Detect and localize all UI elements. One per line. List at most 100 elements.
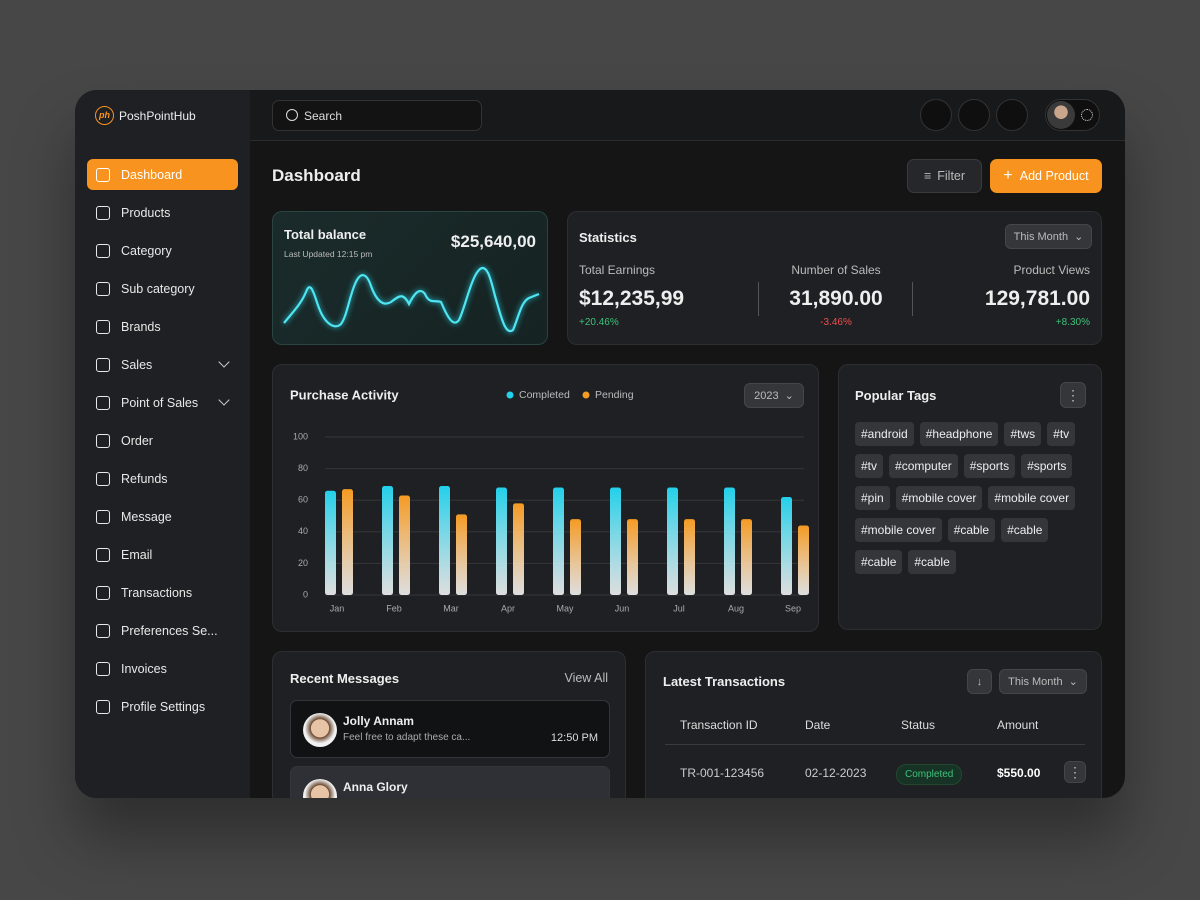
mail-button[interactable] [996,99,1028,131]
tag[interactable]: #sports [963,454,1016,478]
nav-label: Message [121,509,172,524]
tag[interactable]: #mobile cover [895,486,983,510]
bar [553,487,564,595]
nav-label: Preferences Se... [121,623,218,638]
theme-button[interactable] [920,99,952,131]
stat-change: +8.30% [1055,317,1090,328]
bar [798,525,809,595]
table-cell: Completed [896,764,963,785]
y-tick-label: 100 [293,431,308,441]
nav-icon [96,319,110,334]
bar [724,487,735,595]
nav-label: Profile Settings [121,699,206,714]
nav-item[interactable]: Invoices [87,653,238,684]
notification-button[interactable] [958,99,990,131]
nav-item[interactable]: Refunds [87,463,238,494]
nav-item[interactable]: Category [87,235,238,266]
messages-title: Recent Messages [290,671,400,686]
tag[interactable]: #android [855,422,914,446]
top-bar: Search [250,90,1125,141]
transactions-title: Latest Transactions [663,674,786,689]
tags-menu[interactable]: ⋮ [1060,382,1086,408]
add-product-button[interactable]: + Add Product [990,159,1102,193]
tag[interactable]: #cable [1001,518,1049,542]
tag[interactable]: #sports [1021,454,1073,478]
stat-item: Product Views 129,781.00 +8.30% [985,263,1090,328]
message-avatar [303,779,337,798]
bar [496,487,507,595]
nav-icon [96,243,110,258]
year-select[interactable]: 2023 ⌄ [744,383,804,408]
nav-label: Invoices [121,661,167,676]
x-tick-label: Feb [386,603,402,613]
table-cell: TR-001-123456 [680,766,765,780]
tag[interactable]: #tws [1004,422,1042,446]
view-all-link[interactable]: View All [564,671,608,685]
nav-label: Products [121,205,171,220]
nav-item[interactable]: Point of Sales [87,387,238,418]
bar [456,514,467,595]
message-name: Jolly Annam [343,714,414,728]
nav-item[interactable]: Message [87,501,238,532]
statistics-title: Statistics [579,230,637,245]
tag[interactable]: #cable [947,518,996,542]
transactions-period[interactable]: This Month ⌄ [999,669,1087,694]
nav-item[interactable]: Products [87,197,238,228]
nav-item[interactable]: Profile Settings [87,691,238,722]
tag[interactable]: #computer [889,454,958,478]
nav-icon [96,471,110,486]
download-button[interactable]: ↓ [967,669,992,694]
purchase-activity-card: Purchase Activity 0 20 40 60 80 100 Completed P… [272,364,819,632]
tag[interactable]: #headphone [919,422,999,446]
nav-label: Order [121,433,153,448]
nav-icon [96,623,110,638]
message-text: Feel free to adapt these ca... [343,732,471,743]
nav-icon [96,585,110,600]
nav-item[interactable]: Brands [87,311,238,342]
message-item[interactable]: Jolly Annam Feel free to adapt these ca..… [290,700,610,758]
stat-value: 129,781.00 [984,287,1090,310]
bar-chart: Purchase Activity 0 20 40 60 80 100 Completed P… [290,387,809,613]
nav-label: Dashboard [121,167,183,182]
statistics-period[interactable]: This Month ⌄ [1005,224,1092,249]
tag[interactable]: #mobile cover [855,518,942,542]
profile-button[interactable] [1045,99,1100,131]
nav-item[interactable]: Preferences Se... [87,615,238,646]
column-header: Transaction ID [680,718,758,732]
sidebar: ph PoshPointHub Dashboard Products Categor… [75,90,250,798]
recent-messages-card: Recent Messages View All Jolly Annam Feel… [272,651,626,798]
tag[interactable]: #pin [855,486,890,510]
table-divider [665,744,1085,745]
brand: PoshPointHub [119,109,196,123]
nav-item[interactable]: Order [87,425,238,456]
nav-item[interactable]: Email [87,539,238,570]
tag[interactable]: #mobile cover [988,486,1076,510]
message-avatar [303,713,337,747]
search-box[interactable]: Search [272,100,482,131]
nav-item[interactable]: Transactions [87,577,238,608]
nav-item[interactable]: Sales [87,349,238,380]
nav-icon [96,699,110,714]
nav-label: Transactions [121,585,193,600]
bar [382,485,393,595]
add-product-label: Add Product [1019,169,1089,183]
nav-item[interactable]: Sub category [87,273,238,304]
tag[interactable]: #tv [1047,422,1076,446]
nav-label: Sales [121,357,153,372]
tags-title: Popular Tags [855,388,937,403]
filter-button[interactable]: ≡ Filter [907,159,982,193]
message-item[interactable]: Anna GloryFeel free to adapt these ca...… [290,766,610,798]
tag[interactable]: #tv [855,454,884,478]
stat-label: Total Earnings [579,263,656,277]
nav-item[interactable]: Dashboard [87,159,238,190]
tag[interactable]: #cable [855,550,903,574]
nav-label: Refunds [121,471,168,486]
row-menu[interactable]: ⋮ [1064,761,1086,783]
balance-card: Total balance Last Updated 12:15 pm $25,… [272,211,548,345]
bar [741,519,752,595]
stat-item: Number of Sales 31,890.00 -3.46% [736,263,936,328]
search-icon [286,109,298,121]
tag[interactable]: #cable [908,550,956,574]
nav-label: Brands [121,319,161,334]
x-tick-label: Sep [785,603,801,613]
